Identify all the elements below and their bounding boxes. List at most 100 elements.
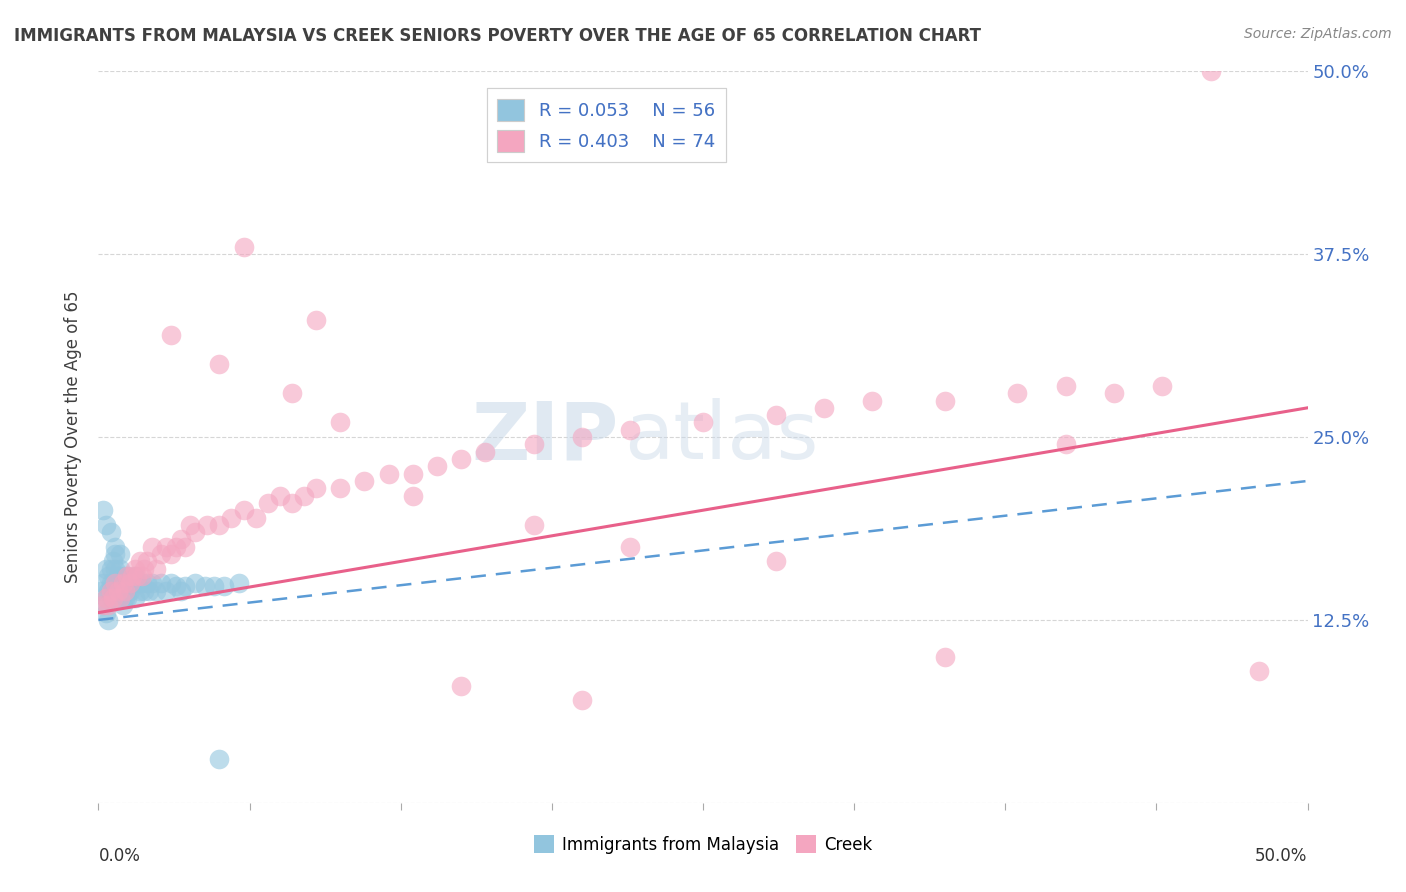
Point — [94, 591, 117, 605]
Legend: R = 0.053    N = 56, R = 0.403    N = 74: R = 0.053 N = 56, R = 0.403 N = 74 — [486, 87, 725, 162]
Point — [141, 576, 163, 591]
Point — [155, 540, 177, 554]
Point — [269, 489, 291, 503]
Point — [1054, 379, 1077, 393]
Point — [107, 591, 129, 605]
Point — [114, 576, 136, 591]
Point — [118, 576, 141, 591]
Point — [117, 569, 139, 583]
Point — [208, 357, 231, 371]
Point — [281, 496, 304, 510]
Point — [131, 576, 153, 591]
Point — [860, 393, 883, 408]
Point — [128, 554, 150, 568]
Point — [232, 503, 254, 517]
Text: 0.0%: 0.0% — [98, 847, 141, 864]
Point — [135, 576, 157, 591]
Point — [121, 576, 143, 591]
Point — [91, 503, 114, 517]
Point — [100, 576, 122, 591]
Point — [111, 576, 134, 591]
Point — [121, 569, 143, 583]
Point — [97, 583, 120, 598]
Point — [450, 452, 472, 467]
Point — [194, 579, 217, 593]
Point — [474, 444, 496, 458]
Point — [114, 591, 136, 605]
Point — [169, 583, 191, 598]
Point — [174, 540, 197, 554]
Point — [402, 467, 425, 481]
Point — [124, 562, 146, 576]
Point — [619, 540, 641, 554]
Point — [204, 579, 226, 593]
Point — [353, 474, 375, 488]
Point — [184, 525, 207, 540]
Point — [329, 481, 352, 495]
Point — [571, 430, 593, 444]
Point — [134, 583, 156, 598]
Point — [232, 240, 254, 254]
Point — [94, 562, 117, 576]
Point — [571, 693, 593, 707]
Point — [1007, 386, 1029, 401]
Point — [100, 583, 122, 598]
Point — [150, 576, 173, 591]
Point — [195, 517, 218, 532]
Point — [813, 401, 835, 415]
Point — [134, 562, 156, 576]
Point — [101, 554, 124, 568]
Point — [100, 562, 122, 576]
Point — [107, 569, 129, 583]
Point — [141, 540, 163, 554]
Point — [245, 510, 267, 524]
Point — [765, 554, 787, 568]
Point — [107, 583, 129, 598]
Text: 50.0%: 50.0% — [1256, 847, 1308, 864]
Point — [221, 510, 243, 524]
Point — [111, 599, 134, 613]
Point — [114, 583, 136, 598]
Point — [90, 583, 112, 598]
Point — [118, 583, 141, 598]
Point — [160, 547, 183, 561]
Point — [329, 416, 352, 430]
Point — [934, 649, 956, 664]
Point — [155, 583, 177, 598]
Point — [104, 547, 127, 561]
Point — [128, 583, 150, 598]
Point — [305, 313, 328, 327]
Point — [108, 562, 131, 576]
Point — [111, 569, 134, 583]
Point — [124, 591, 146, 605]
Point — [138, 583, 160, 598]
Point — [108, 591, 131, 605]
Point — [169, 533, 191, 547]
Point — [145, 583, 167, 598]
Point — [150, 547, 173, 561]
Point — [104, 562, 127, 576]
Point — [94, 517, 117, 532]
Point — [165, 579, 187, 593]
Text: Source: ZipAtlas.com: Source: ZipAtlas.com — [1244, 27, 1392, 41]
Point — [619, 423, 641, 437]
Y-axis label: Seniors Poverty Over the Age of 65: Seniors Poverty Over the Age of 65 — [65, 291, 83, 583]
Point — [228, 576, 250, 591]
Point — [94, 591, 117, 605]
Point — [160, 576, 183, 591]
Point — [256, 496, 278, 510]
Point — [135, 554, 157, 568]
Text: atlas: atlas — [624, 398, 818, 476]
Point — [145, 562, 167, 576]
Point — [127, 569, 149, 583]
Point — [305, 481, 328, 495]
Point — [97, 613, 120, 627]
Point — [117, 569, 139, 583]
Point — [402, 489, 425, 503]
Point — [97, 599, 120, 613]
Point — [1249, 664, 1271, 678]
Point — [91, 599, 114, 613]
Point — [184, 576, 207, 591]
Text: IMMIGRANTS FROM MALAYSIA VS CREEK SENIORS POVERTY OVER THE AGE OF 65 CORRELATION: IMMIGRANTS FROM MALAYSIA VS CREEK SENIOR… — [14, 27, 981, 45]
Point — [104, 540, 127, 554]
